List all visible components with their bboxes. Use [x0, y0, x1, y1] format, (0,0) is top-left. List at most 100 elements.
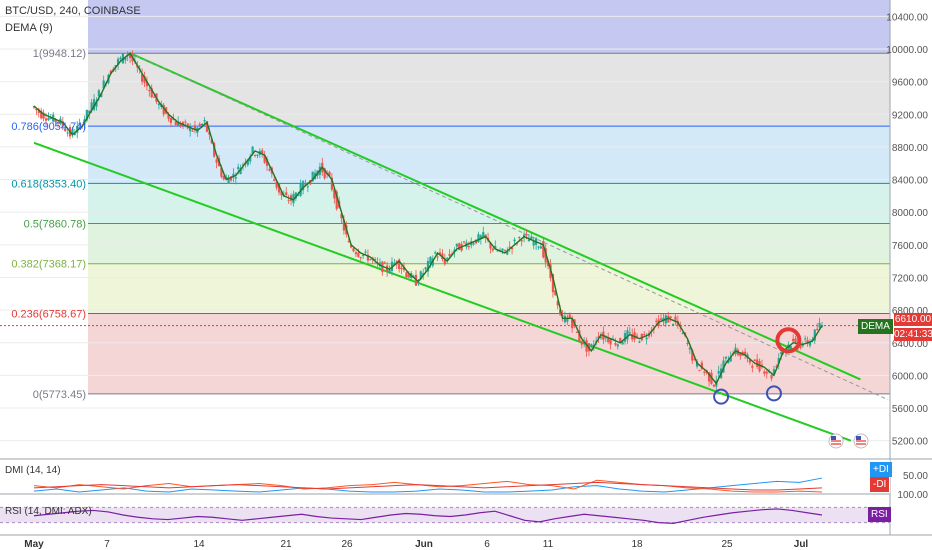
- candle-body: [246, 159, 249, 165]
- candle-body: [73, 133, 76, 135]
- candle-body: [222, 175, 225, 180]
- candle-body: [508, 246, 511, 248]
- candle-body: [559, 309, 562, 315]
- candle-body: [563, 315, 567, 323]
- candle-body: [813, 329, 816, 341]
- candle-body: [799, 343, 802, 348]
- candle-body: [467, 245, 470, 248]
- candle-body: [116, 58, 120, 65]
- candle-body: [808, 341, 812, 346]
- countdown-tag: 02:41:33: [894, 328, 932, 341]
- candle-body: [645, 337, 648, 340]
- trend-channel[interactable]: [33, 52, 889, 442]
- dmi-tick-label: 50.00: [903, 471, 928, 482]
- candle-body: [54, 118, 57, 123]
- candle-body: [205, 121, 209, 132]
- candle-body: [537, 246, 540, 248]
- candle-body: [362, 254, 365, 256]
- bottom-circle-annotation: [765, 385, 782, 402]
- dema-line: [33, 52, 823, 385]
- candle-body: [501, 248, 504, 251]
- candle-body: [141, 74, 144, 82]
- time-tick-label: Jun: [415, 539, 433, 550]
- candle-body: [241, 164, 245, 166]
- candle-body: [299, 183, 302, 196]
- candle-body: [366, 254, 370, 261]
- fib-labels: 1(9948.12) 0.786(9054.74) 0.618(8353.40) 0.…: [11, 48, 86, 401]
- candle-body: [177, 121, 180, 127]
- candle-body: [455, 243, 458, 247]
- event-icons[interactable]: [828, 433, 869, 449]
- candle-body: [280, 191, 283, 196]
- candle-body: [599, 336, 603, 339]
- candle-body: [169, 117, 173, 123]
- candle-body: [109, 70, 112, 74]
- candle-body: [792, 338, 795, 342]
- candle-body: [311, 171, 314, 182]
- channel-upper-line: [129, 52, 861, 381]
- candle-body: [691, 349, 694, 361]
- rsi-pane: 100.00: [0, 490, 928, 524]
- candle-body: [347, 241, 350, 243]
- candle-body: [674, 316, 677, 321]
- candle-body: [681, 333, 684, 335]
- candle-body: [374, 259, 377, 261]
- candle-body: [220, 167, 223, 177]
- candle-body: [275, 181, 278, 188]
- candle-body: [328, 171, 331, 176]
- price-tick-label: 5600.00: [892, 404, 929, 415]
- price-axis[interactable]: 10400.00 10000.00 9600.00 9200.00 8800.00 840…: [886, 0, 928, 535]
- candle-body: [614, 342, 617, 345]
- candle-body: [712, 384, 715, 387]
- candle-body: [717, 370, 720, 374]
- candle-body: [400, 267, 403, 270]
- time-tick-label: 11: [543, 539, 554, 550]
- candle-body: [422, 273, 425, 276]
- candle-body: [268, 169, 271, 171]
- time-tick-label: 7: [104, 539, 110, 550]
- candle-body: [794, 338, 797, 343]
- candle-body: [95, 101, 98, 107]
- candle-body: [330, 177, 334, 190]
- candle-body: [357, 252, 360, 257]
- candle-body: [92, 99, 96, 110]
- candle-body: [333, 188, 336, 199]
- chart-title: BTC/USD, 240, COINBASE: [5, 5, 141, 17]
- price-tick-label: 8000.00: [892, 208, 929, 219]
- candle-body: [49, 117, 52, 119]
- candle-body: [518, 237, 521, 239]
- candle-body: [162, 104, 165, 115]
- candle-body: [145, 81, 149, 87]
- candle-body: [443, 258, 446, 265]
- flag-stripe-icon: [856, 440, 866, 445]
- candle-body: [479, 235, 482, 239]
- candle-body: [128, 52, 132, 59]
- candle-body: [289, 195, 293, 201]
- candle-body: [554, 290, 557, 296]
- dema-badge: DEMA: [858, 319, 893, 334]
- candle-body: [256, 154, 259, 156]
- candle-body: [635, 335, 639, 337]
- candle-body: [551, 274, 555, 293]
- channel-dashed-line: [129, 52, 889, 401]
- candle-body: [405, 272, 408, 278]
- candle-body: [227, 177, 230, 184]
- candle-body: [424, 267, 427, 270]
- candle-body: [510, 247, 514, 250]
- candle-body: [707, 372, 711, 382]
- candle-body: [530, 236, 533, 241]
- candle-body: [770, 374, 773, 379]
- candle-body: [354, 252, 358, 255]
- candle-body: [489, 242, 492, 249]
- candle-body: [801, 344, 804, 346]
- candle-body: [671, 324, 675, 326]
- candle-body: [609, 338, 612, 345]
- candle-body: [208, 131, 211, 135]
- time-axis[interactable]: May 7 14 21 26 Jun 6 11 18 25 Jul: [0, 534, 932, 550]
- candle-body: [148, 90, 151, 92]
- breakout-circle-annotation: [775, 327, 802, 354]
- candle-body: [434, 252, 437, 254]
- candle-body: [438, 252, 442, 255]
- candle-body: [167, 114, 170, 119]
